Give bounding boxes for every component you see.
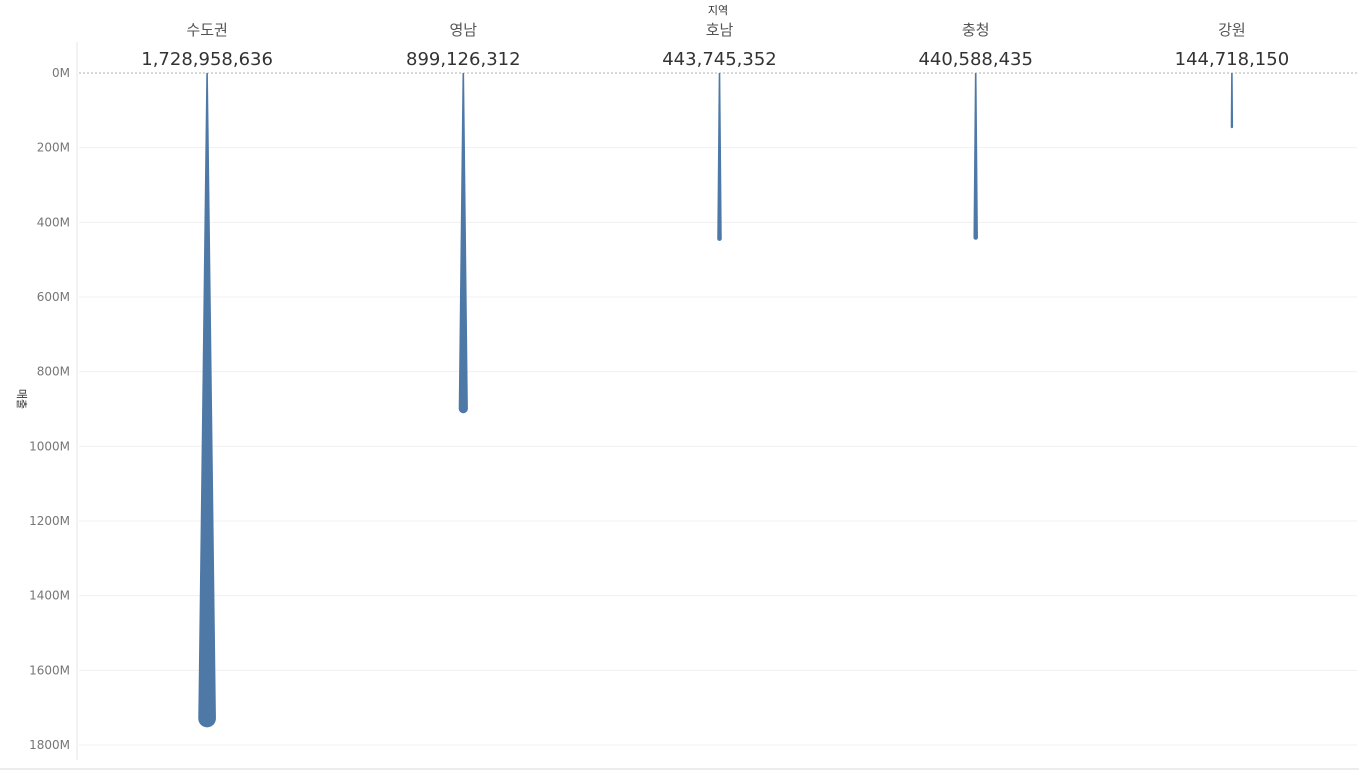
category-label: 영남	[449, 21, 477, 39]
y-tick-label: 1800M	[29, 738, 70, 752]
value-label: 144,718,150	[1175, 49, 1290, 70]
value-label: 899,126,312	[406, 49, 521, 70]
teardrop-mark[interactable]	[973, 73, 978, 240]
y-tick-label: 400M	[37, 215, 70, 229]
y-tick-label: 1000M	[29, 439, 70, 453]
teardrop-mark[interactable]	[1230, 73, 1234, 129]
marks	[198, 73, 1234, 728]
y-tick-label: 1400M	[29, 589, 70, 603]
y-axis: 0M 200M 400M 600M 800M 1000M 1200M 1400M 1600M 18…	[0, 42, 1359, 770]
value-label: 1,728,958,636	[141, 49, 273, 70]
category-label: 충청	[962, 21, 990, 39]
y-tick-label: 800M	[37, 365, 70, 379]
y-tick-label: 1200M	[29, 514, 70, 528]
value-label: 443,745,352	[662, 49, 777, 70]
y-tick-label: 600M	[37, 290, 70, 304]
category-label: 강원	[1218, 21, 1246, 39]
teardrop-mark[interactable]	[717, 73, 722, 241]
teardrop-mark[interactable]	[458, 73, 468, 414]
y-tick-label: 200M	[37, 141, 70, 155]
y-axis-title: 매출	[15, 389, 28, 409]
category-label: 수도권	[186, 21, 227, 39]
value-label: 440,588,435	[918, 49, 1033, 70]
teardrop-mark[interactable]	[198, 73, 216, 728]
y-tick-label: 0M	[52, 66, 70, 80]
y-tick-label: 1600M	[29, 663, 70, 677]
category-label: 호남	[706, 21, 734, 39]
column-header-title: 지역	[708, 4, 728, 17]
